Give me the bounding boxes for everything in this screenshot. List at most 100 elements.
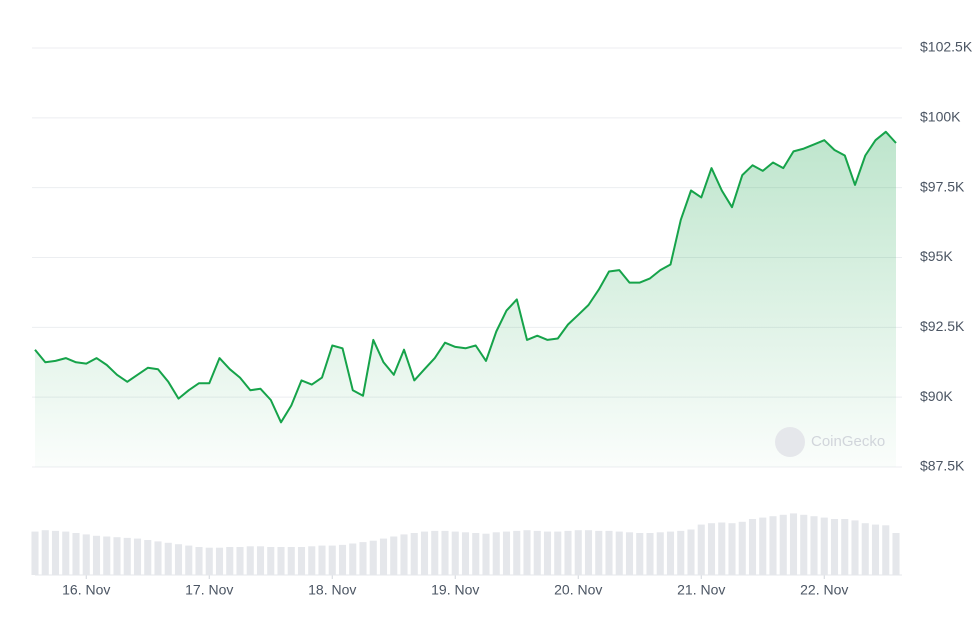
watermark: CoinGecko <box>775 427 885 457</box>
volume-bar <box>133 538 142 575</box>
y-tick-label: $100K <box>920 109 961 125</box>
volume-bar <box>390 536 398 575</box>
volume-bar <box>144 540 152 575</box>
volume-bar <box>472 533 480 575</box>
volume-bar <box>420 531 429 575</box>
volume-bar <box>625 532 634 575</box>
volume-bar <box>830 519 839 575</box>
volume-bar <box>677 530 685 575</box>
volume-bar <box>738 521 746 575</box>
volume-bar <box>492 532 500 575</box>
y-tick-label: $97.5K <box>920 178 965 194</box>
y-tick-label: $92.5K <box>920 318 965 334</box>
x-tick-label: 20. Nov <box>554 582 602 598</box>
price-line <box>34 130 897 424</box>
x-tick-label: 16. Nov <box>62 582 110 598</box>
volume-bar <box>656 532 664 575</box>
volume-bar <box>246 546 254 575</box>
volume-bar <box>646 533 654 575</box>
watermark-text: CoinGecko <box>811 433 885 450</box>
volume-bar <box>533 530 541 575</box>
volume-bar <box>502 531 511 575</box>
volume-bar <box>400 534 408 575</box>
volume-bar <box>482 533 490 575</box>
volume-bar <box>666 531 675 575</box>
volume-bar <box>195 547 203 575</box>
volume-bar <box>236 547 244 575</box>
volume-bar <box>451 531 459 575</box>
volume-bar <box>441 530 449 575</box>
volume-bar <box>892 533 900 575</box>
volume-bar <box>728 523 736 575</box>
volume-bar <box>574 530 582 575</box>
volume-bar <box>513 530 521 575</box>
volume-bar <box>543 531 552 575</box>
volume-bar <box>256 546 265 575</box>
volume-bar <box>584 530 593 575</box>
volume-bar <box>718 522 726 575</box>
volume-bar <box>31 531 39 575</box>
volume-bar <box>687 529 695 575</box>
volume-bar <box>123 537 131 575</box>
volume-bar <box>369 540 377 575</box>
volume-bar <box>62 531 70 575</box>
watermark-logo <box>775 427 805 457</box>
volume-bar <box>769 516 777 575</box>
volume-bar <box>164 542 172 575</box>
volume-bar <box>820 517 828 575</box>
volume-bar <box>595 530 603 575</box>
volume-bar <box>308 546 316 575</box>
volume-bar <box>759 517 767 575</box>
volume-bar <box>349 543 357 575</box>
volume-bar <box>113 537 121 575</box>
volume-bar <box>338 544 347 575</box>
volume-bar <box>800 514 808 575</box>
y-tick-label: $102.5K <box>920 39 973 55</box>
volume-bar <box>605 530 613 575</box>
volume-bar <box>882 525 890 575</box>
volume-bar <box>72 533 80 575</box>
y-tick-label: $87.5K <box>920 458 965 474</box>
volume-bar <box>871 524 880 575</box>
volume-bar <box>297 547 306 575</box>
volume-bar <box>564 530 572 575</box>
volume-bar <box>861 523 869 575</box>
volume-bar <box>215 547 224 575</box>
x-tick-label: 18. Nov <box>308 582 356 598</box>
volume-bar <box>789 513 798 575</box>
volume-bar <box>379 538 388 575</box>
x-tick-label: 19. Nov <box>431 582 479 598</box>
x-tick-label: 17. Nov <box>185 582 233 598</box>
volume-bar <box>82 534 90 575</box>
volume-bar <box>328 545 336 575</box>
volume-bar <box>103 536 111 575</box>
volume-bar <box>461 532 470 575</box>
volume-bar <box>810 516 818 575</box>
price-area <box>35 131 896 468</box>
volume-bar <box>431 530 439 575</box>
volume-bar <box>267 547 275 575</box>
volume-bar <box>841 519 849 575</box>
volume-bar <box>174 544 183 575</box>
y-tick-label: $95K <box>920 248 953 264</box>
volume-bar <box>92 535 101 575</box>
volume-bar <box>359 542 367 575</box>
volume-bar <box>697 524 705 575</box>
volume-bar <box>277 547 285 575</box>
volume-bar <box>318 545 326 575</box>
volume-bar <box>154 541 162 575</box>
volume-bar <box>226 547 234 575</box>
x-tick-label: 22. Nov <box>800 582 848 598</box>
volume-bar <box>636 533 644 575</box>
volume-bar <box>523 530 531 575</box>
volume-bar <box>51 530 60 575</box>
x-tick-label: 21. Nov <box>677 582 725 598</box>
volume-bar <box>707 523 716 575</box>
volume-bar <box>615 531 623 575</box>
volume-bar <box>287 547 295 575</box>
y-tick-label: $90K <box>920 388 953 404</box>
volume-bar <box>205 547 213 575</box>
volume-bar <box>185 545 193 575</box>
volume-bar <box>554 531 562 575</box>
